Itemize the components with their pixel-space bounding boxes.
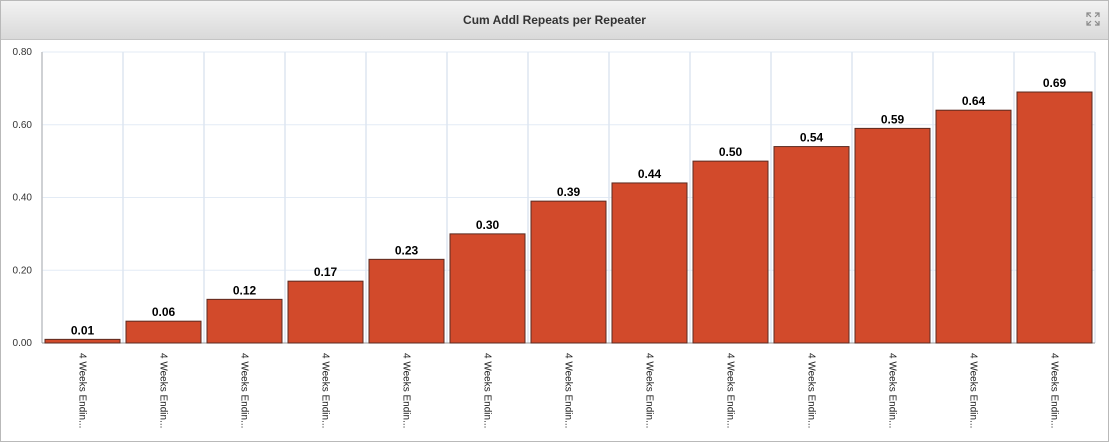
bar	[206, 298, 283, 344]
x-tick-label: 4 Weeks Endin...	[77, 353, 88, 428]
x-tick-label: 4 Weeks Endin...	[725, 353, 736, 428]
data-label: 0.23	[395, 243, 419, 257]
bar	[530, 200, 607, 344]
data-label: 0.69	[1043, 76, 1067, 90]
bar	[1016, 91, 1093, 344]
x-tick-label: 4 Weeks Endin...	[644, 353, 655, 428]
chart-title: Cum Addl Repeats per Repeater	[463, 13, 646, 27]
data-label: 0.44	[638, 167, 662, 181]
bar	[368, 258, 445, 344]
bar	[854, 127, 931, 344]
data-label: 0.06	[152, 305, 176, 319]
expand-arrows-icon[interactable]	[1086, 12, 1100, 26]
data-label: 0.39	[557, 185, 581, 199]
x-tick-label: 4 Weeks Endin...	[482, 353, 493, 428]
x-tick-label: 4 Weeks Endin...	[968, 353, 979, 428]
y-tick-label: 0.60	[13, 120, 33, 131]
data-label: 0.01	[71, 323, 95, 337]
bar	[125, 320, 202, 344]
x-tick-label: 4 Weeks Endin...	[806, 353, 817, 428]
data-label: 0.64	[962, 94, 986, 108]
bar	[449, 233, 526, 344]
data-label: 0.12	[233, 283, 257, 297]
panel-header: Cum Addl Repeats per Repeater	[1, 1, 1108, 40]
bar	[692, 160, 769, 344]
y-tick-label: 0.20	[13, 265, 33, 276]
bar	[935, 109, 1012, 344]
y-tick-label: 0.80	[13, 47, 33, 58]
bar	[287, 280, 364, 344]
x-tick-label: 4 Weeks Endin...	[239, 353, 250, 428]
y-tick-label: 0.00	[13, 338, 33, 349]
bar	[44, 338, 121, 344]
data-label: 0.17	[314, 265, 338, 279]
y-tick-label: 0.40	[13, 193, 33, 204]
x-tick-label: 4 Weeks Endin...	[563, 353, 574, 428]
x-tick-label: 4 Weeks Endin...	[401, 353, 412, 428]
x-tick-label: 4 Weeks Endin...	[1049, 353, 1060, 428]
data-label: 0.54	[800, 131, 824, 145]
data-label: 0.50	[719, 145, 743, 159]
bar	[611, 182, 688, 344]
data-label: 0.59	[881, 112, 905, 126]
data-label: 0.30	[476, 218, 500, 232]
x-tick-label: 4 Weeks Endin...	[887, 353, 898, 428]
x-tick-label: 4 Weeks Endin...	[320, 353, 331, 428]
x-tick-label: 4 Weeks Endin...	[158, 353, 169, 428]
bar	[773, 146, 850, 344]
